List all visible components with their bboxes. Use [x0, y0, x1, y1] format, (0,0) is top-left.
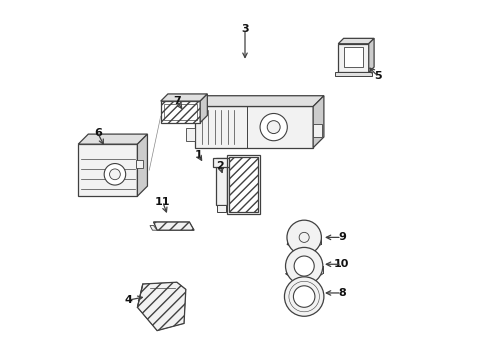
Circle shape	[110, 169, 121, 180]
Circle shape	[286, 247, 323, 285]
Polygon shape	[195, 96, 324, 107]
Text: 7: 7	[173, 96, 181, 106]
Polygon shape	[161, 101, 200, 123]
Polygon shape	[338, 39, 374, 44]
Polygon shape	[216, 158, 227, 205]
Bar	[227, 155, 260, 214]
Polygon shape	[161, 94, 207, 101]
Polygon shape	[335, 72, 372, 76]
Polygon shape	[153, 222, 194, 230]
Polygon shape	[368, 39, 374, 72]
Circle shape	[294, 286, 315, 307]
Polygon shape	[214, 158, 232, 167]
Polygon shape	[78, 144, 137, 196]
Polygon shape	[218, 205, 226, 212]
Polygon shape	[136, 160, 143, 167]
Text: 3: 3	[241, 24, 249, 35]
Polygon shape	[78, 134, 147, 144]
Polygon shape	[195, 107, 313, 148]
Text: 6: 6	[94, 129, 102, 138]
Circle shape	[267, 121, 280, 134]
Bar	[343, 47, 364, 67]
Circle shape	[260, 113, 287, 141]
Polygon shape	[137, 282, 186, 330]
Circle shape	[104, 163, 126, 185]
Circle shape	[299, 232, 309, 242]
Circle shape	[294, 256, 314, 276]
Text: 11: 11	[155, 197, 170, 207]
Polygon shape	[200, 94, 207, 123]
Text: 2: 2	[216, 161, 224, 171]
Text: 9: 9	[338, 232, 346, 242]
Polygon shape	[186, 128, 195, 140]
Text: 8: 8	[338, 288, 346, 298]
Text: 10: 10	[334, 259, 349, 269]
Polygon shape	[150, 226, 157, 230]
Polygon shape	[338, 44, 368, 72]
Circle shape	[285, 277, 324, 316]
Text: 5: 5	[374, 71, 382, 81]
Text: 1: 1	[195, 150, 202, 160]
Polygon shape	[137, 134, 147, 196]
Polygon shape	[313, 125, 322, 137]
Polygon shape	[229, 157, 258, 212]
Polygon shape	[313, 96, 324, 148]
Circle shape	[287, 220, 321, 255]
Text: 4: 4	[124, 295, 132, 305]
Bar	[164, 104, 197, 120]
